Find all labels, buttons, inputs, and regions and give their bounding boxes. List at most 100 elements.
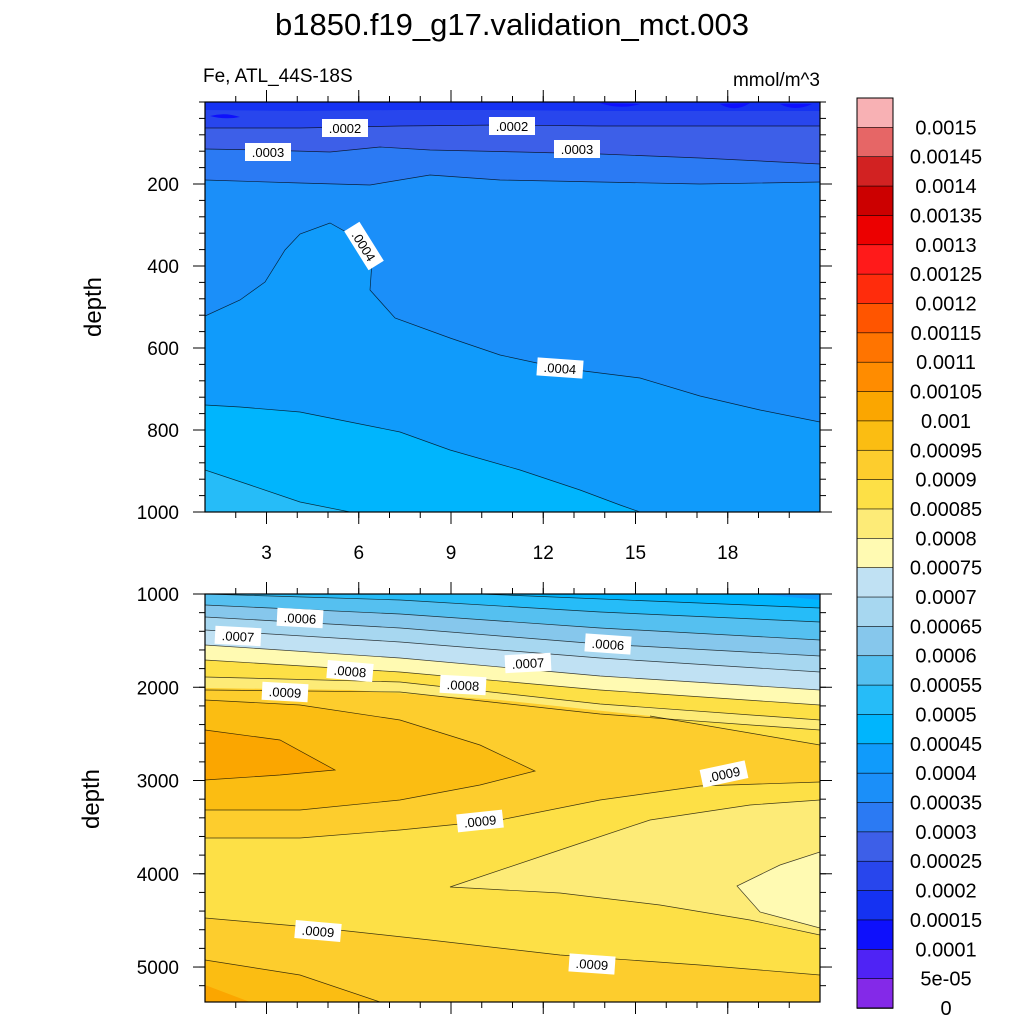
colorbar-level-label: 0.0006 xyxy=(915,646,976,668)
colorbar-level-label: 0.0001 xyxy=(915,939,976,961)
svg-text:.0009: .0009 xyxy=(268,684,301,701)
upper-x-tick-label: 18 xyxy=(717,543,738,564)
colorbar-swatch xyxy=(856,684,894,716)
colorbar-swatch xyxy=(856,802,894,833)
colorbar-swatch xyxy=(856,449,894,481)
svg-text:.0002: .0002 xyxy=(496,119,529,134)
lower-y-tick-label: 3000 xyxy=(137,772,179,793)
fill-0.0005-0.00055 xyxy=(205,470,350,512)
colorbar-level-label: 0.00075 xyxy=(910,558,982,580)
upper-y-tick-label: 200 xyxy=(147,175,179,196)
colorbar-swatch xyxy=(856,185,894,217)
colorbar-level-label: 0.0005 xyxy=(915,704,976,726)
colorbar-level-label: 0 xyxy=(940,998,951,1020)
colorbar-swatch xyxy=(856,97,894,129)
colorbar-level-label: 0.0002 xyxy=(915,881,976,903)
colorbar-level-label: 0.00105 xyxy=(910,382,982,404)
colorbar-swatch xyxy=(856,215,894,246)
colorbar-level-label: 0.00115 xyxy=(911,323,982,345)
contour-label: .0009 xyxy=(568,953,616,975)
colorbar-swatch xyxy=(856,596,894,628)
colorbar-level-label: 0.00015 xyxy=(910,910,982,932)
lower-y-tick-label: 2000 xyxy=(137,678,179,699)
colorbar-swatch xyxy=(856,479,894,510)
colorbar-swatch xyxy=(856,567,894,598)
chart-title: b1850.f19_g17.validation_mct.003 xyxy=(275,7,749,42)
lower-y-tick-label: 4000 xyxy=(137,865,179,886)
upper-x-tick-label: 9 xyxy=(446,543,457,564)
upper-x-axis: 3 6 9 12 15 18 xyxy=(235,90,790,564)
upper-y-tick-label: 800 xyxy=(147,421,179,442)
colorbar-level-label: 5e-05 xyxy=(920,969,971,991)
contour-label: .0003 xyxy=(245,143,291,161)
colorbar-swatch xyxy=(856,655,894,686)
colorbar-level-label: 0.0011 xyxy=(916,352,976,374)
svg-text:.0007: .0007 xyxy=(511,655,544,672)
upper-contour-panel xyxy=(205,102,820,512)
colorbar-level-label: 0.00095 xyxy=(910,440,982,462)
colorbar-swatch xyxy=(856,391,894,422)
fill-0.00015-0.0002 xyxy=(205,102,820,111)
colorbar-swatch xyxy=(856,420,894,452)
upper-x-tick-label: 15 xyxy=(625,543,646,564)
colorbar-level-label: 0.00025 xyxy=(910,851,982,873)
fill-0.001-deep xyxy=(205,985,250,1002)
contour-label: .0003 xyxy=(554,140,600,158)
colorbar-swatch xyxy=(856,626,894,657)
contour-label: .0008 xyxy=(439,674,487,696)
contour-label: .0002 xyxy=(322,119,368,137)
colorbar-swatch xyxy=(856,714,894,745)
colorbar-level-label: 0.0014 xyxy=(915,176,976,198)
fill-0.00045-0.0005 xyxy=(205,405,640,512)
svg-text:.0009: .0009 xyxy=(707,764,742,785)
colorbar-swatch xyxy=(856,919,894,951)
svg-text:.0009: .0009 xyxy=(463,812,497,830)
colorbar-level-label: 0.0009 xyxy=(915,470,976,492)
svg-text:.0008: .0008 xyxy=(333,663,367,681)
upper-y-tick-label: 400 xyxy=(147,257,179,278)
lower-y-axis-label: depth xyxy=(78,769,105,829)
upper-x-tick-label: 6 xyxy=(353,543,364,564)
units-label: mmol/m^3 xyxy=(733,70,820,91)
colorbar-level-label: 0.0007 xyxy=(915,587,976,609)
colorbar-frame xyxy=(856,97,894,1009)
fill-0.0004-0.00045 xyxy=(760,594,820,600)
lower-y-tick-label: 1000 xyxy=(137,585,179,606)
lower-y-axis: 1000 2000 3000 4000 5000 xyxy=(137,585,832,987)
colorbar-swatch xyxy=(856,273,894,305)
colorbar: 0.0015 0.00145 0.0014 0.00135 0.0013 0.00125 0… xyxy=(856,97,982,1020)
variable-label: Fe, ATL_44S-18S xyxy=(203,66,353,87)
colorbar-level-label: 0.0012 xyxy=(915,293,976,315)
fill-0.00095-0.001-deep xyxy=(205,960,380,1002)
colorbar-swatch xyxy=(856,332,894,363)
colorbar-level-label: 0.0015 xyxy=(915,117,976,139)
contour-label: .0007 xyxy=(504,652,552,674)
colorbar-level-label: 0.0003 xyxy=(915,822,976,844)
svg-text:.0007: .0007 xyxy=(221,628,254,645)
colorbar-level-label: 0.00135 xyxy=(910,205,982,227)
fill-0.00095-0.001 xyxy=(205,700,535,810)
svg-text:.0004: .0004 xyxy=(543,360,577,377)
contour-label: .0006 xyxy=(276,607,324,629)
colorbar-level-label: 0.00035 xyxy=(910,793,982,815)
colorbar-level-label: 0.0013 xyxy=(915,235,976,257)
svg-text:.0002: .0002 xyxy=(329,121,362,136)
upper-y-tick-label: 600 xyxy=(147,339,179,360)
colorbar-level-label: 0.00085 xyxy=(910,499,982,521)
colorbar-swatch xyxy=(856,743,894,774)
colorbar-swatch xyxy=(856,361,894,393)
lower-x-axis xyxy=(235,582,790,1014)
svg-text:.0003: .0003 xyxy=(252,145,285,160)
fill-0.0009-0.00095-deep xyxy=(205,918,820,1002)
contour-label: .0004 xyxy=(344,221,384,271)
contour-label: .0009 xyxy=(699,760,749,788)
fill-0.00045-0.0005 xyxy=(300,594,820,608)
svg-text:.0008: .0008 xyxy=(446,677,479,694)
colorbar-level-label: 0.001 xyxy=(921,411,971,433)
colorbar-swatch xyxy=(856,244,894,275)
contour-label: .0007 xyxy=(214,625,262,647)
colorbar-swatch xyxy=(856,831,894,863)
colorbar-level-label: 0.0004 xyxy=(915,763,976,785)
contour-label: .0009 xyxy=(261,681,309,703)
